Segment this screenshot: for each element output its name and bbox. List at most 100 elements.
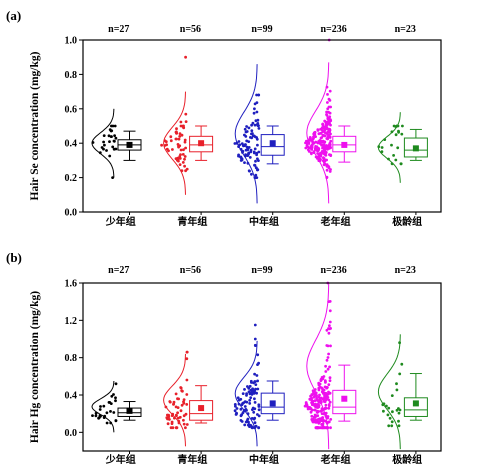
- data-point: [249, 148, 253, 152]
- data-point: [324, 370, 328, 373]
- data-point: [256, 353, 260, 357]
- data-point: [306, 148, 310, 152]
- data-point: [253, 135, 257, 139]
- panel-b: (b) Hair Hg concentration (mg/kg) 0.0 0.4 0.…: [6, 250, 442, 466]
- data-point: [313, 408, 317, 412]
- mean-marker: [126, 407, 133, 414]
- distribution-curve: [91, 380, 115, 433]
- data-point: [315, 406, 319, 409]
- data-point: [254, 173, 258, 177]
- data-point: [181, 161, 185, 164]
- data-point: [113, 134, 116, 138]
- data-point: [309, 410, 313, 414]
- data-point: [249, 379, 253, 383]
- data-point: [328, 136, 332, 139]
- data-point: [255, 137, 259, 141]
- data-point: [323, 148, 326, 152]
- data-point: [329, 123, 332, 127]
- data-point: [169, 426, 173, 430]
- data-point: [398, 372, 402, 376]
- data-point: [254, 166, 258, 170]
- data-point: [185, 378, 189, 382]
- data-point: [248, 156, 252, 159]
- data-point: [246, 385, 249, 388]
- data-point: [112, 411, 116, 414]
- data-point: [105, 411, 109, 415]
- data-point: [175, 127, 178, 131]
- data-point: [253, 163, 256, 167]
- data-point: [243, 133, 246, 137]
- data-point: [324, 380, 327, 383]
- data-point: [244, 130, 248, 134]
- y-tick-label: 0.6: [65, 104, 78, 115]
- data-point: [179, 409, 183, 413]
- data-point: [250, 172, 253, 176]
- data-point: [321, 126, 324, 130]
- data-point: [181, 153, 185, 156]
- data-point: [320, 396, 323, 400]
- data-point: [324, 403, 328, 407]
- data-point: [183, 138, 187, 142]
- data-point: [387, 424, 391, 428]
- data-point: [306, 407, 310, 411]
- data-point: [396, 146, 400, 150]
- data-point: [257, 403, 261, 407]
- data-point: [251, 121, 255, 125]
- data-point: [314, 394, 318, 398]
- sample-size-label: n=23: [395, 265, 416, 276]
- data-point: [328, 130, 331, 134]
- panel-a: (a) Hair Se concentration (mg/kg) 0.0 0.2 0.…: [6, 8, 442, 228]
- data-point: [385, 404, 388, 408]
- data-point: [252, 410, 256, 414]
- y-tick-label: 0.2: [65, 173, 78, 184]
- data-point: [237, 153, 241, 157]
- mean-marker: [341, 395, 348, 402]
- data-point: [166, 413, 169, 417]
- data-point: [170, 420, 174, 424]
- data-point: [111, 145, 115, 149]
- data-point: [322, 140, 326, 144]
- data-point: [177, 137, 181, 141]
- data-point: [185, 167, 189, 171]
- data-point: [326, 164, 330, 168]
- data-point: [313, 399, 317, 402]
- distribution-curve: [234, 64, 258, 204]
- data-point: [322, 419, 326, 422]
- y-tick-label: 0.8: [65, 353, 78, 364]
- data-point: [253, 372, 256, 376]
- data-point: [327, 97, 331, 101]
- data-point: [246, 153, 250, 156]
- data-point: [255, 153, 258, 157]
- data-point: [329, 344, 332, 348]
- data-point: [320, 423, 324, 426]
- sample-size-label: n=27: [108, 24, 129, 35]
- data-point: [253, 421, 257, 425]
- data-point: [328, 320, 332, 324]
- group-2: n=99 中年组: [233, 265, 285, 466]
- distribution-curve: [163, 353, 186, 447]
- data-point: [165, 147, 169, 151]
- data-point: [241, 411, 245, 415]
- data-point: [111, 124, 115, 128]
- data-point: [99, 414, 102, 418]
- data-point: [114, 136, 118, 140]
- data-point: [182, 124, 185, 128]
- data-point: [100, 146, 104, 149]
- data-point: [319, 409, 322, 413]
- data-point: [247, 126, 251, 130]
- data-point: [308, 407, 312, 411]
- data-point: [318, 385, 322, 389]
- data-point: [168, 418, 171, 421]
- plot-frame: [82, 282, 442, 452]
- distribution-curve: [377, 334, 401, 450]
- data-point: [243, 405, 247, 408]
- data-point: [236, 396, 240, 400]
- data-point: [254, 176, 258, 180]
- data-point: [387, 406, 391, 410]
- data-point: [326, 415, 329, 418]
- data-point: [328, 324, 331, 328]
- y-tick-label: 1.2: [65, 316, 78, 327]
- data-point: [184, 55, 188, 59]
- data-point: [179, 148, 183, 152]
- data-point: [328, 365, 331, 369]
